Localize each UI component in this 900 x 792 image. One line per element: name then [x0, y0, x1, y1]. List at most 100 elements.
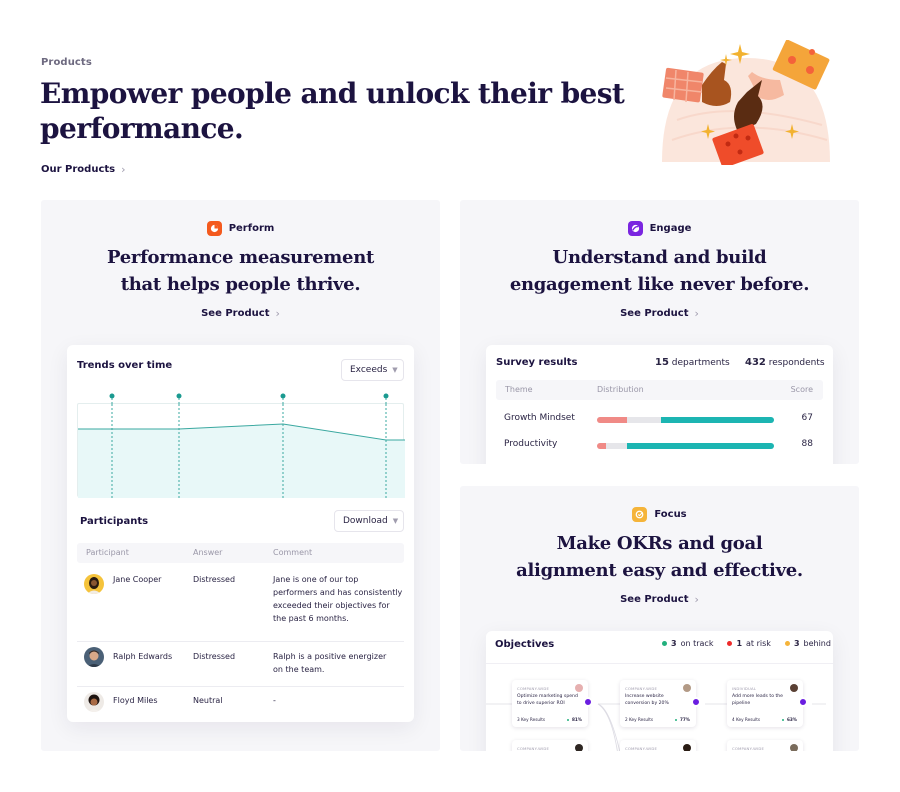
survey-table-header: Theme Distribution Score [496, 380, 823, 400]
objectives-card: Objectives 3 on track 1 at risk 3 behind [486, 631, 833, 751]
survey-row[interactable]: Productivity 88 [496, 439, 823, 453]
perform-preview-card: Trends over time Exceeds ▼ [67, 345, 414, 722]
engage-swirl-icon [627, 221, 643, 236]
column-distribution: Distribution [597, 385, 644, 394]
target-check-icon [632, 507, 648, 522]
objective-card[interactable]: COMPANY-WIDE Optimize marketing spend to… [512, 680, 593, 727]
column-comment: Comment [273, 548, 313, 557]
chevron-right-icon: › [121, 163, 126, 176]
distribution-bar [597, 417, 774, 423]
participants-title: Participants [80, 516, 149, 527]
owner-avatar [790, 684, 798, 692]
engage-title: Understand and build engagement like nev… [509, 247, 810, 295]
owner-avatar [683, 744, 691, 751]
respondents-count: 432 [745, 357, 766, 368]
chevron-right-icon: › [694, 307, 699, 320]
objective-card[interactable]: COMPANY-WIDE [727, 740, 803, 751]
table-row[interactable]: Floyd Miles Neutral - [77, 691, 404, 717]
trends-area-chart [77, 403, 405, 498]
participant-name: Floyd Miles [113, 696, 158, 705]
avatar-ralph-edwards [84, 647, 104, 667]
survey-results-card: Survey results 15 departments 432 respon… [486, 345, 833, 464]
link-node-icon[interactable] [691, 697, 701, 707]
participant-answer: Distressed [193, 575, 236, 584]
participant-name: Jane Cooper [113, 575, 162, 584]
table-row[interactable]: Ralph Edwards Distressed Ralph is a posi… [77, 647, 404, 681]
trends-filter-dropdown[interactable]: Exceeds ▼ [341, 359, 404, 381]
see-product-label: See Product [620, 308, 689, 319]
pie-chart-icon [206, 221, 222, 236]
theme-score: 88 [801, 439, 813, 449]
objective-card[interactable]: COMPANY-WIDE [620, 740, 696, 751]
status-dot-icon [784, 641, 790, 646]
objectives-legend: 3 on track 1 at risk 3 behind [662, 639, 831, 648]
objective-card[interactable]: INDIVIDUAL Add more leads to the pipelin… [727, 680, 808, 727]
chevron-right-icon: › [694, 593, 699, 606]
participant-answer: Distressed [193, 652, 236, 661]
objectives-title: Objectives [495, 639, 555, 650]
owner-avatar [575, 684, 583, 692]
distribution-bar [597, 443, 774, 449]
our-products-label: Our Products [41, 164, 116, 175]
see-product-label: See Product [620, 594, 689, 605]
our-products-link[interactable]: Our Products › [41, 163, 126, 176]
participant-comment: Ralph is a positive energizer on the tea… [273, 652, 387, 674]
participants-table-header: Participant Answer Comment [77, 543, 404, 563]
engage-header: Engage Understand and build engagement l… [460, 221, 859, 320]
legend-at-risk: 1 at risk [727, 639, 771, 648]
focus-title: Make OKRs and goal alignment easy and ef… [516, 533, 803, 581]
theme-score: 67 [801, 413, 813, 423]
respondents-label: respondents [768, 358, 825, 368]
participant-name: Ralph Edwards [113, 652, 173, 661]
participant-comment: - [273, 696, 276, 705]
engage-see-product-link[interactable]: See Product › [620, 307, 699, 320]
engage-panel: Engage Understand and build engagement l… [460, 200, 859, 464]
objective-connectors [486, 703, 826, 751]
chevron-down-icon: ▼ [392, 366, 398, 374]
perform-title: Performance measurement that helps peopl… [106, 247, 374, 295]
chevron-right-icon: › [275, 307, 280, 320]
status-dot-icon [727, 641, 733, 646]
focus-panel: Focus Make OKRs and goal alignment easy … [460, 486, 859, 751]
section-eyebrow: Products [41, 57, 92, 68]
trend-markers [109, 393, 389, 406]
legend-on-track: 3 on track [662, 639, 713, 648]
link-node-icon[interactable] [583, 697, 593, 707]
owner-avatar [683, 684, 691, 692]
see-product-label: See Product [201, 308, 270, 319]
theme-name: Growth Mindset [504, 413, 575, 423]
avatar-jane-cooper [84, 574, 104, 594]
perform-panel: Perform Performance measurement that hel… [41, 200, 440, 751]
departments-stat: 15 departments [655, 357, 730, 368]
perform-see-product-link[interactable]: See Product › [201, 307, 280, 320]
high-five-hands-illustration [652, 39, 832, 168]
theme-name: Productivity [504, 439, 558, 449]
perform-badge-label: Perform [228, 223, 275, 234]
owner-avatar [575, 744, 583, 751]
row-divider [77, 686, 404, 687]
survey-row[interactable]: Growth Mindset 67 [496, 413, 823, 427]
link-node-icon[interactable] [798, 697, 808, 707]
download-dropdown[interactable]: Download ▼ [334, 510, 404, 532]
respondents-stat: 432 respondents [745, 357, 825, 368]
focus-header: Focus Make OKRs and goal alignment easy … [460, 507, 859, 606]
objective-card[interactable]: COMPANY-WIDE Increase website conversion… [620, 680, 701, 727]
legend-behind: 3 behind [784, 639, 831, 648]
departments-count: 15 [655, 357, 669, 368]
hero-title: Empower people and unlock their best per… [40, 77, 625, 145]
row-divider [77, 641, 404, 642]
owner-avatar [790, 744, 798, 751]
departments-label: departments [671, 358, 730, 368]
trends-filter-value: Exceeds [350, 365, 388, 375]
objective-card[interactable]: COMPANY-WIDE [512, 740, 588, 751]
survey-results-title: Survey results [496, 357, 578, 368]
focus-badge: Focus [632, 507, 687, 522]
download-label: Download [343, 516, 388, 526]
trends-title: Trends over time [77, 360, 173, 371]
participant-answer: Neutral [193, 696, 223, 705]
focus-see-product-link[interactable]: See Product › [620, 593, 699, 606]
column-theme: Theme [505, 385, 533, 394]
column-participant: Participant [86, 548, 129, 557]
table-row[interactable]: Jane Cooper Distressed Jane is one of ou… [77, 573, 404, 633]
perform-badge: Perform [206, 221, 275, 236]
